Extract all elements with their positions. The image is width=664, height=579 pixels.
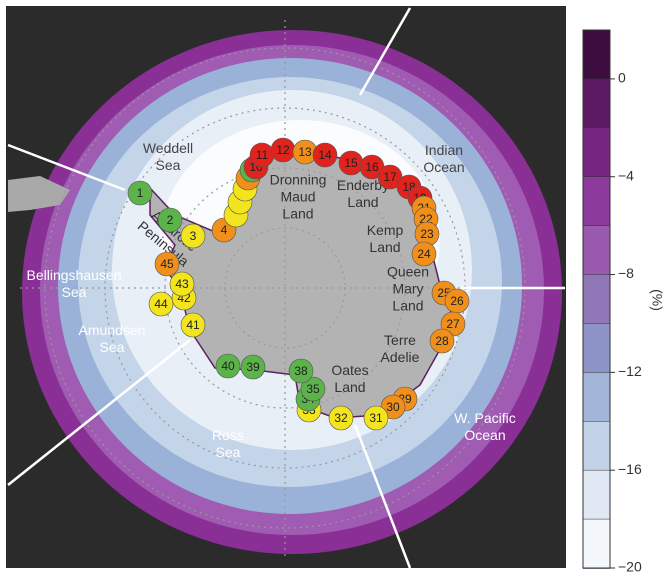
region-label: W. Pacific xyxy=(454,410,515,426)
colony-label: 13 xyxy=(298,145,312,159)
colony-label: 24 xyxy=(417,247,431,261)
colony-label: 1 xyxy=(137,186,144,200)
region-label: Land xyxy=(369,239,400,255)
colorbar: 0 −4 −8 −12 −16 −20 (%) xyxy=(582,29,664,575)
colony-marker xyxy=(363,405,389,431)
colony-marker xyxy=(180,312,206,338)
colorbar-band xyxy=(582,469,611,520)
colorbar-band xyxy=(582,372,611,423)
colony-label: 31 xyxy=(369,411,383,425)
colony-label: 4 xyxy=(221,223,228,237)
colony-label: 2 xyxy=(167,213,174,227)
colony-label: 38 xyxy=(294,364,308,378)
colorbar-tick-label: −16 xyxy=(618,461,642,477)
colony-marker xyxy=(288,358,314,384)
colony-label: 17 xyxy=(383,170,397,184)
colony-label: 27 xyxy=(446,317,460,331)
colorbar-band xyxy=(582,78,611,129)
colony-marker xyxy=(154,251,180,277)
colony-label: 12 xyxy=(276,143,290,157)
colony-marker xyxy=(127,180,153,206)
colony-label: 11 xyxy=(256,148,269,162)
region-label: Sea xyxy=(216,444,241,460)
colony-label: 26 xyxy=(450,294,464,308)
colonies: 1234101112131415161718192122232425262728… xyxy=(127,137,470,431)
colony-marker xyxy=(328,405,354,431)
colorbar-tick-label: 0 xyxy=(618,70,626,86)
colony-label: 23 xyxy=(420,227,434,241)
region-label: Indian xyxy=(425,142,463,158)
colony-label: 44 xyxy=(154,297,168,311)
colony-label: 41 xyxy=(186,318,200,332)
region-label: Dronning xyxy=(270,172,327,188)
region-label: Land xyxy=(334,379,365,395)
region-label: Ocean xyxy=(423,159,464,175)
colony-label: 28 xyxy=(435,334,449,348)
colony-label: 45 xyxy=(160,257,174,271)
colony-marker xyxy=(411,241,437,267)
region-label: Sea xyxy=(100,339,125,355)
colony-label: 16 xyxy=(365,160,379,174)
colony-marker xyxy=(169,271,195,297)
region-label: Bellingshausen xyxy=(27,267,122,283)
colony-marker xyxy=(180,223,206,249)
colorbar-band xyxy=(582,518,611,569)
colony-marker xyxy=(215,353,241,379)
region-label: Kemp xyxy=(367,222,404,238)
region-label: Enderby xyxy=(337,177,389,193)
colony-label: 30 xyxy=(386,400,400,414)
region-label: Amundsen xyxy=(79,322,146,338)
colony-label: 35 xyxy=(306,382,320,396)
colorbar-tick-label: −8 xyxy=(618,265,634,281)
colony-label: 32 xyxy=(334,411,348,425)
colorbar-label: (%) xyxy=(649,289,664,311)
region-label: Oates xyxy=(331,362,368,378)
colony-label: 40 xyxy=(221,359,235,373)
peninsula-tip xyxy=(8,176,70,212)
colorbar-frame xyxy=(582,29,611,569)
region-label: Land xyxy=(392,298,423,314)
colony-marker xyxy=(157,207,183,233)
colony-marker xyxy=(300,376,326,402)
region-label: Adelie xyxy=(381,349,420,365)
colorbar-band xyxy=(582,225,611,276)
colorbar-band xyxy=(582,421,611,471)
colorbar-band xyxy=(582,274,611,325)
colony-label: 39 xyxy=(246,360,260,374)
colorbar-tick-label: −20 xyxy=(618,559,642,574)
region-label: Weddell xyxy=(143,140,193,156)
colorbar-band xyxy=(582,29,611,80)
colorbar-band xyxy=(582,127,611,178)
colony-marker xyxy=(148,291,174,317)
region-label: Mary xyxy=(392,281,423,297)
colorbar-tick-label: −4 xyxy=(618,167,634,183)
region-label: Sea xyxy=(156,157,181,173)
region-label: Queen xyxy=(387,264,429,280)
colony-label: 3 xyxy=(190,229,197,243)
colorbar-band xyxy=(582,323,611,374)
colorbar-tick-label: −12 xyxy=(618,363,642,379)
region-label: Sea xyxy=(62,284,87,300)
colony-marker xyxy=(240,354,266,380)
colony-marker xyxy=(312,142,338,168)
region-label: Maud xyxy=(280,189,315,205)
colony-label: 43 xyxy=(175,277,189,291)
colorbar-band xyxy=(582,176,611,227)
colony-marker xyxy=(429,328,455,354)
colony-label: 15 xyxy=(344,156,358,170)
region-label: Land xyxy=(282,206,313,222)
colony-label: 14 xyxy=(318,148,332,162)
sector-lines xyxy=(7,7,565,569)
region-label: Terre xyxy=(384,332,416,348)
region-label: Ross xyxy=(212,427,244,443)
region-label: Ocean xyxy=(464,427,505,443)
region-label: Land xyxy=(347,194,378,210)
